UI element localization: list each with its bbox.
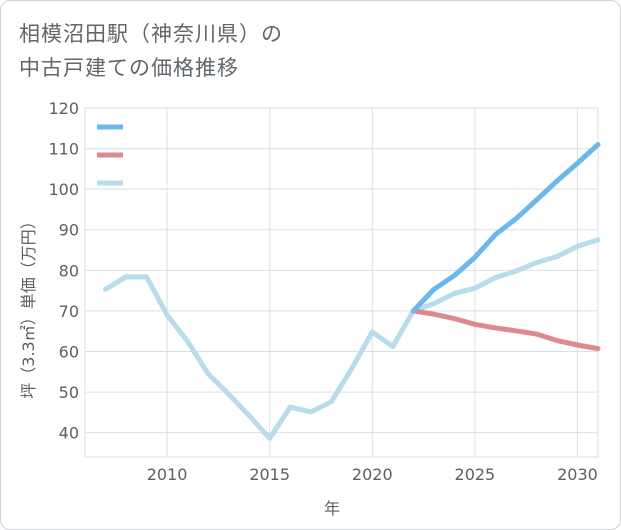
y-axis-ticks: 40 50 60 70 80 90 100 110 120 <box>48 99 79 443</box>
y-tick-label: 90 <box>59 221 79 240</box>
x-tick-label: 2025 <box>455 465 496 484</box>
legend-label-0: グッドシナリオ <box>129 120 213 134</box>
x-tick-label: 2030 <box>557 465 598 484</box>
y-tick-label: 60 <box>59 342 79 361</box>
chart-title-line-1: 相模沼田駅（神奈川県）の <box>19 22 283 46</box>
y-tick-label: 50 <box>59 383 79 402</box>
y-tick-label: 100 <box>48 180 79 199</box>
x-axis-title: 年 <box>324 499 340 518</box>
chart-title-line-2: 中古戸建ての価格推移 <box>19 56 239 80</box>
series-line-1 <box>410 308 601 352</box>
legend-label-1: バッドシナリオ <box>129 148 213 162</box>
y-tick-label: 110 <box>48 140 79 159</box>
y-tick-label: 40 <box>59 424 79 443</box>
series-line-2 <box>103 237 601 441</box>
series-lines <box>103 142 601 441</box>
x-axis-ticks: 2010 2015 2020 2025 2030 <box>147 465 598 484</box>
y-axis-title: 坪（3.3㎡）単価（万円） <box>19 213 38 398</box>
x-tick-label: 2010 <box>147 465 188 484</box>
chart-title: 相模沼田駅（神奈川県）の 中古戸建ての価格推移 <box>19 17 283 85</box>
grid <box>84 107 599 458</box>
y-tick-label: 80 <box>59 261 79 280</box>
x-tick-label: 2020 <box>352 465 393 484</box>
series-line-0 <box>410 142 601 314</box>
y-tick-label: 120 <box>48 99 79 118</box>
y-tick-label: 70 <box>59 302 79 321</box>
x-tick-label: 2015 <box>249 465 290 484</box>
legend-label-2: ノーマルシナリオ <box>129 176 225 190</box>
